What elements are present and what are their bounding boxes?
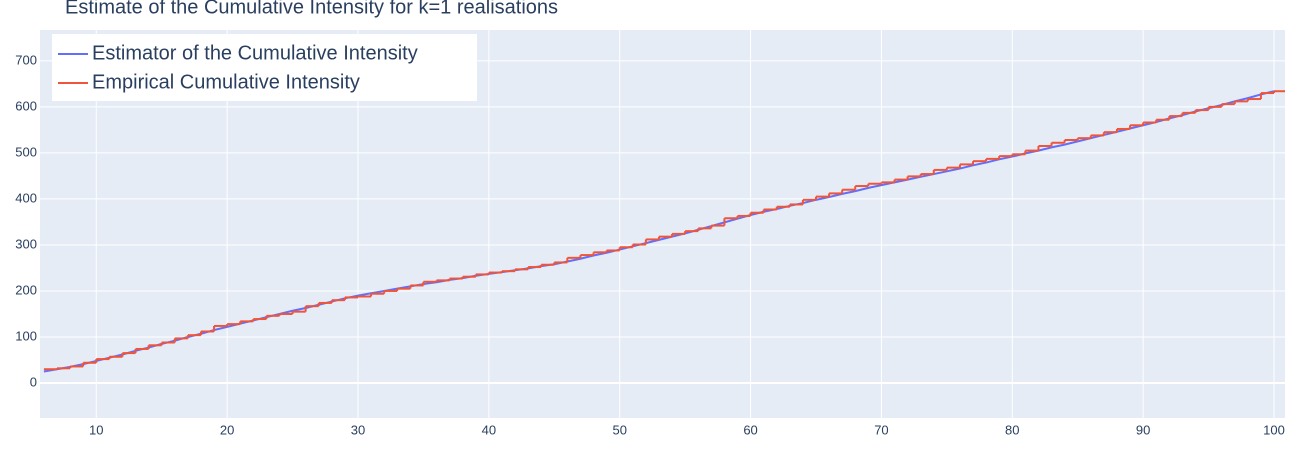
legend-label: Empirical Cumulative Intensity [92, 71, 360, 93]
x-tick-label: 60 [743, 422, 757, 437]
x-tick-label: 50 [612, 422, 626, 437]
legend: Estimator of the Cumulative Intensity Emp… [52, 34, 477, 101]
x-tick-label: 30 [351, 422, 365, 437]
y-tick-label: 300 [15, 236, 37, 251]
y-tick-label: 700 [15, 52, 37, 67]
x-tick-label: 80 [1005, 422, 1019, 437]
legend-box [52, 34, 477, 101]
plot-area [43, 90, 1285, 373]
y-tick-label: 400 [15, 190, 37, 205]
y-tick-label: 200 [15, 282, 37, 297]
chart-title: Estimate of the Cumulative Intensity for… [65, 0, 558, 18]
y-tick-label: 100 [15, 328, 37, 343]
x-tick-label: 90 [1136, 422, 1150, 437]
x-tick-label: 40 [482, 422, 496, 437]
x-tick-label: 70 [874, 422, 888, 437]
y-tick-label: 0 [30, 374, 37, 389]
x-tick-label: 10 [89, 422, 103, 437]
legend-label: Estimator of the Cumulative Intensity [92, 42, 418, 64]
x-tick-label: 100 [1263, 422, 1285, 437]
x-tick-label: 20 [220, 422, 234, 437]
y-tick-label: 600 [15, 98, 37, 113]
y-tick-label: 500 [15, 144, 37, 159]
